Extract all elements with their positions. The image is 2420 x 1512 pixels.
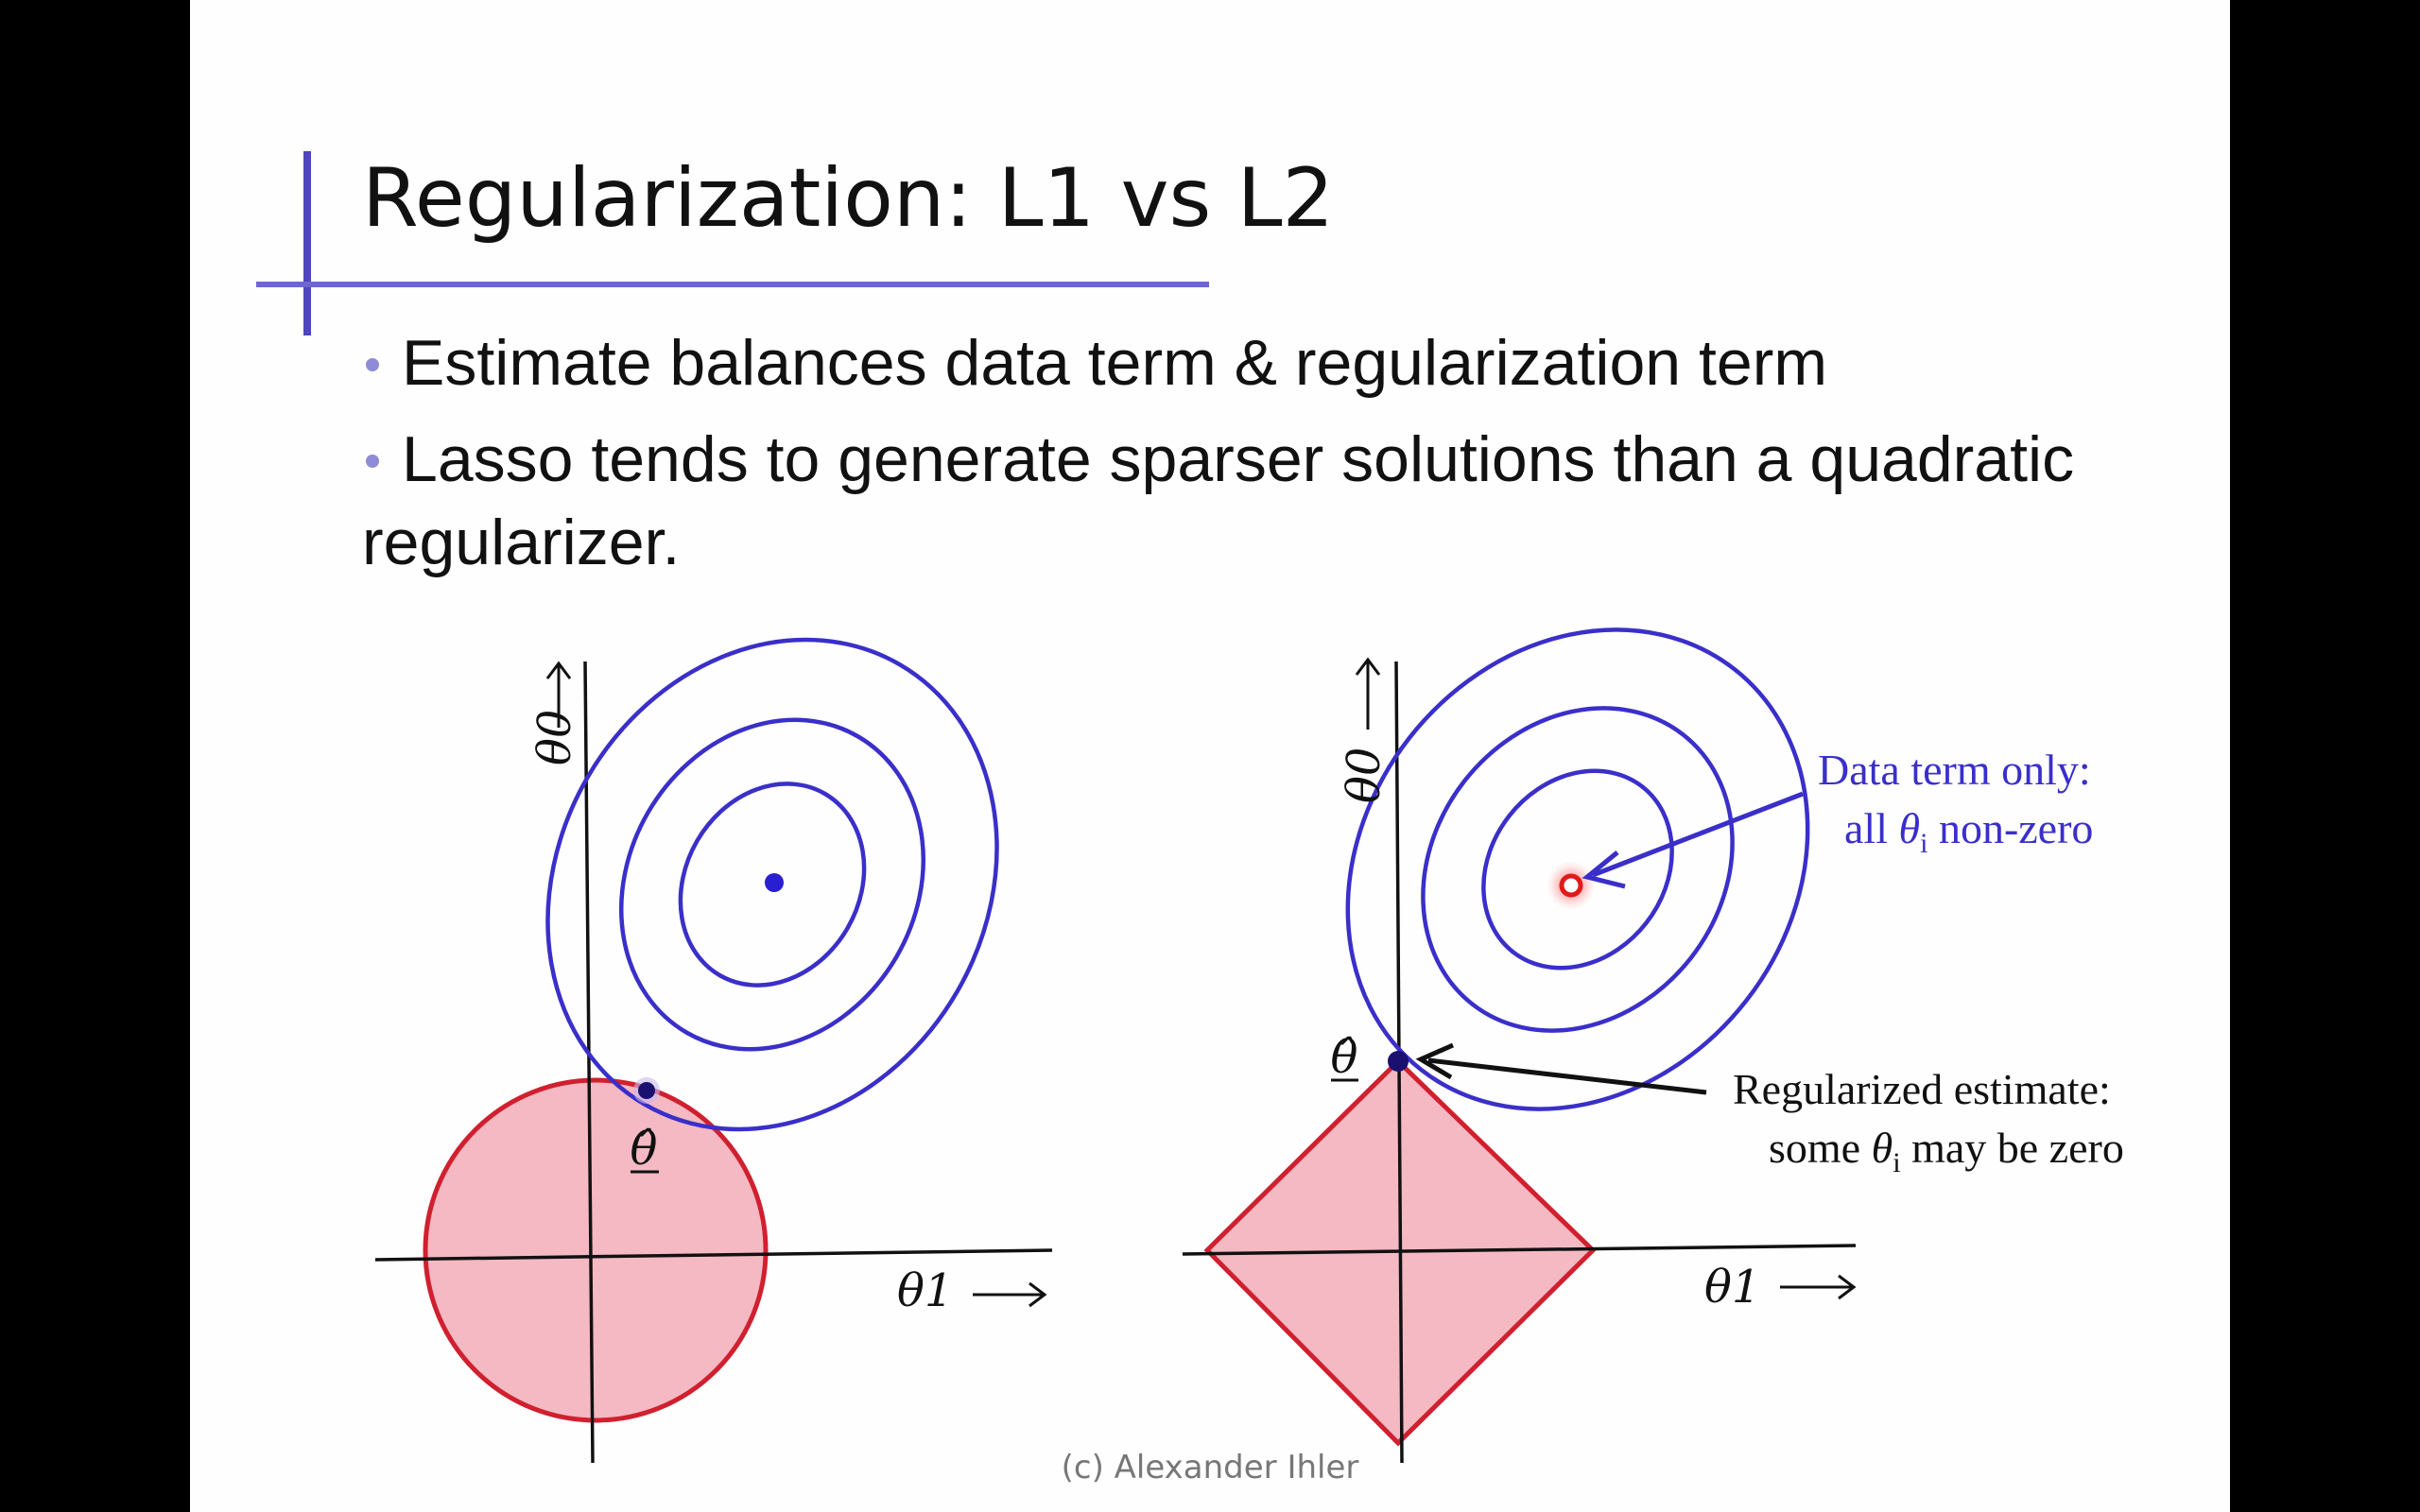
left-y-axis-label-group: θ0 bbox=[528, 710, 581, 765]
title-accent-underline bbox=[256, 282, 1209, 287]
svg-text:Regularized estimate:: Regularized estimate: bbox=[1733, 1065, 2111, 1113]
contour-ring bbox=[678, 782, 867, 988]
right-estimate-label: θ̂ bbox=[1331, 1031, 1358, 1084]
bullet-text: Lasso tends to generate sparser solution… bbox=[362, 423, 2075, 578]
contour-ring bbox=[1481, 768, 1674, 971]
bullet-item: Estimate balances data term & regulariza… bbox=[362, 321, 2158, 404]
data-term-annotation-symbol: θ bbox=[1898, 804, 1920, 852]
regularized-annotation-subscript: i bbox=[1893, 1147, 1900, 1178]
right-y-axis-label-group: θ0 bbox=[1338, 747, 1391, 803]
left-y-axis bbox=[583, 661, 595, 1464]
l1-estimate-point bbox=[1388, 1051, 1409, 1072]
right-y-arrow-icon bbox=[1355, 657, 1381, 730]
data-term-annotation-suffix: non-zero bbox=[1927, 804, 2093, 852]
left-y-arrow-icon bbox=[545, 661, 572, 728]
regularized-annotation-symbol: θ bbox=[1872, 1124, 1893, 1172]
right-x-axis bbox=[1182, 1244, 1857, 1256]
regularized-arrow-icon bbox=[1415, 1042, 1707, 1095]
left-y-axis-label: θ0 bbox=[528, 710, 581, 765]
contour-ring bbox=[619, 717, 925, 1052]
bullet-text: Estimate balances data term & regulariza… bbox=[402, 327, 1828, 399]
regularized-annotation-suffix: may be zero bbox=[1901, 1124, 2124, 1172]
title-accent-vertical-bar bbox=[303, 151, 311, 335]
slide-title: Regularization: L1 vs L2 bbox=[362, 151, 1335, 246]
svg-text:Data term only:: Data term only: bbox=[1818, 746, 2091, 794]
bullet-item: Lasso tends to generate sparser solution… bbox=[362, 418, 2158, 584]
right-x-axis-label: θ1 bbox=[1704, 1261, 1760, 1314]
regularized-annotation-line1: Regularized estimate: bbox=[1733, 1065, 2111, 1113]
right-contours bbox=[1345, 627, 1810, 1111]
svg-text:θ1: θ1 bbox=[1704, 1261, 1760, 1314]
bullet-dot-icon bbox=[366, 358, 379, 371]
bullet-list: Estimate balances data term & regulariza… bbox=[362, 321, 2158, 597]
l2-estimate-point bbox=[638, 1082, 655, 1099]
svg-text:θ0: θ0 bbox=[528, 710, 581, 765]
copyright-footer: (c) Alexander Ihler bbox=[1061, 1449, 1359, 1486]
regularized-annotation-prefix: some bbox=[1769, 1124, 1872, 1172]
data-term-annotation-prefix: all bbox=[1844, 804, 1898, 852]
contour-ring bbox=[1345, 627, 1810, 1111]
left-x-arrow-icon bbox=[973, 1281, 1047, 1308]
regularization-diagram: θ̂ θ0 θ1 bbox=[374, 627, 2124, 1464]
contour-ring bbox=[545, 637, 999, 1132]
bullet-dot-icon bbox=[366, 455, 379, 468]
right-y-axis-label: θ0 bbox=[1338, 747, 1391, 803]
left-contours bbox=[545, 637, 999, 1132]
data-term-optimum-point bbox=[765, 873, 784, 892]
svg-text:all θi non-zero: all θi non-zero bbox=[1844, 804, 2093, 859]
right-x-arrow-icon bbox=[1780, 1274, 1857, 1300]
svg-text:θ0: θ0 bbox=[1338, 747, 1391, 803]
right-panel-l1: θ̂ θ0 θ1 bbox=[1182, 627, 2124, 1464]
left-x-axis bbox=[374, 1248, 1053, 1262]
data-term-optimum-point bbox=[1559, 873, 1583, 898]
left-x-axis-label: θ1 bbox=[897, 1264, 953, 1317]
svg-text:some θi may be zero: some θi may be zero bbox=[1769, 1124, 2124, 1178]
left-estimate-label: θ̂ bbox=[631, 1123, 658, 1176]
contour-ring bbox=[1421, 706, 1735, 1033]
l2-constraint-region bbox=[423, 1077, 769, 1423]
data-term-annotation-subscript: i bbox=[1920, 828, 1927, 859]
svg-text:θ1: θ1 bbox=[897, 1264, 953, 1317]
left-panel-l2: θ̂ θ0 θ1 bbox=[374, 637, 1053, 1464]
slide: Regularization: L1 vs L2 Estimate balanc… bbox=[190, 0, 2230, 1512]
data-term-arrow-icon bbox=[1582, 791, 1804, 889]
data-term-annotation-line1: Data term only: bbox=[1818, 746, 2091, 794]
